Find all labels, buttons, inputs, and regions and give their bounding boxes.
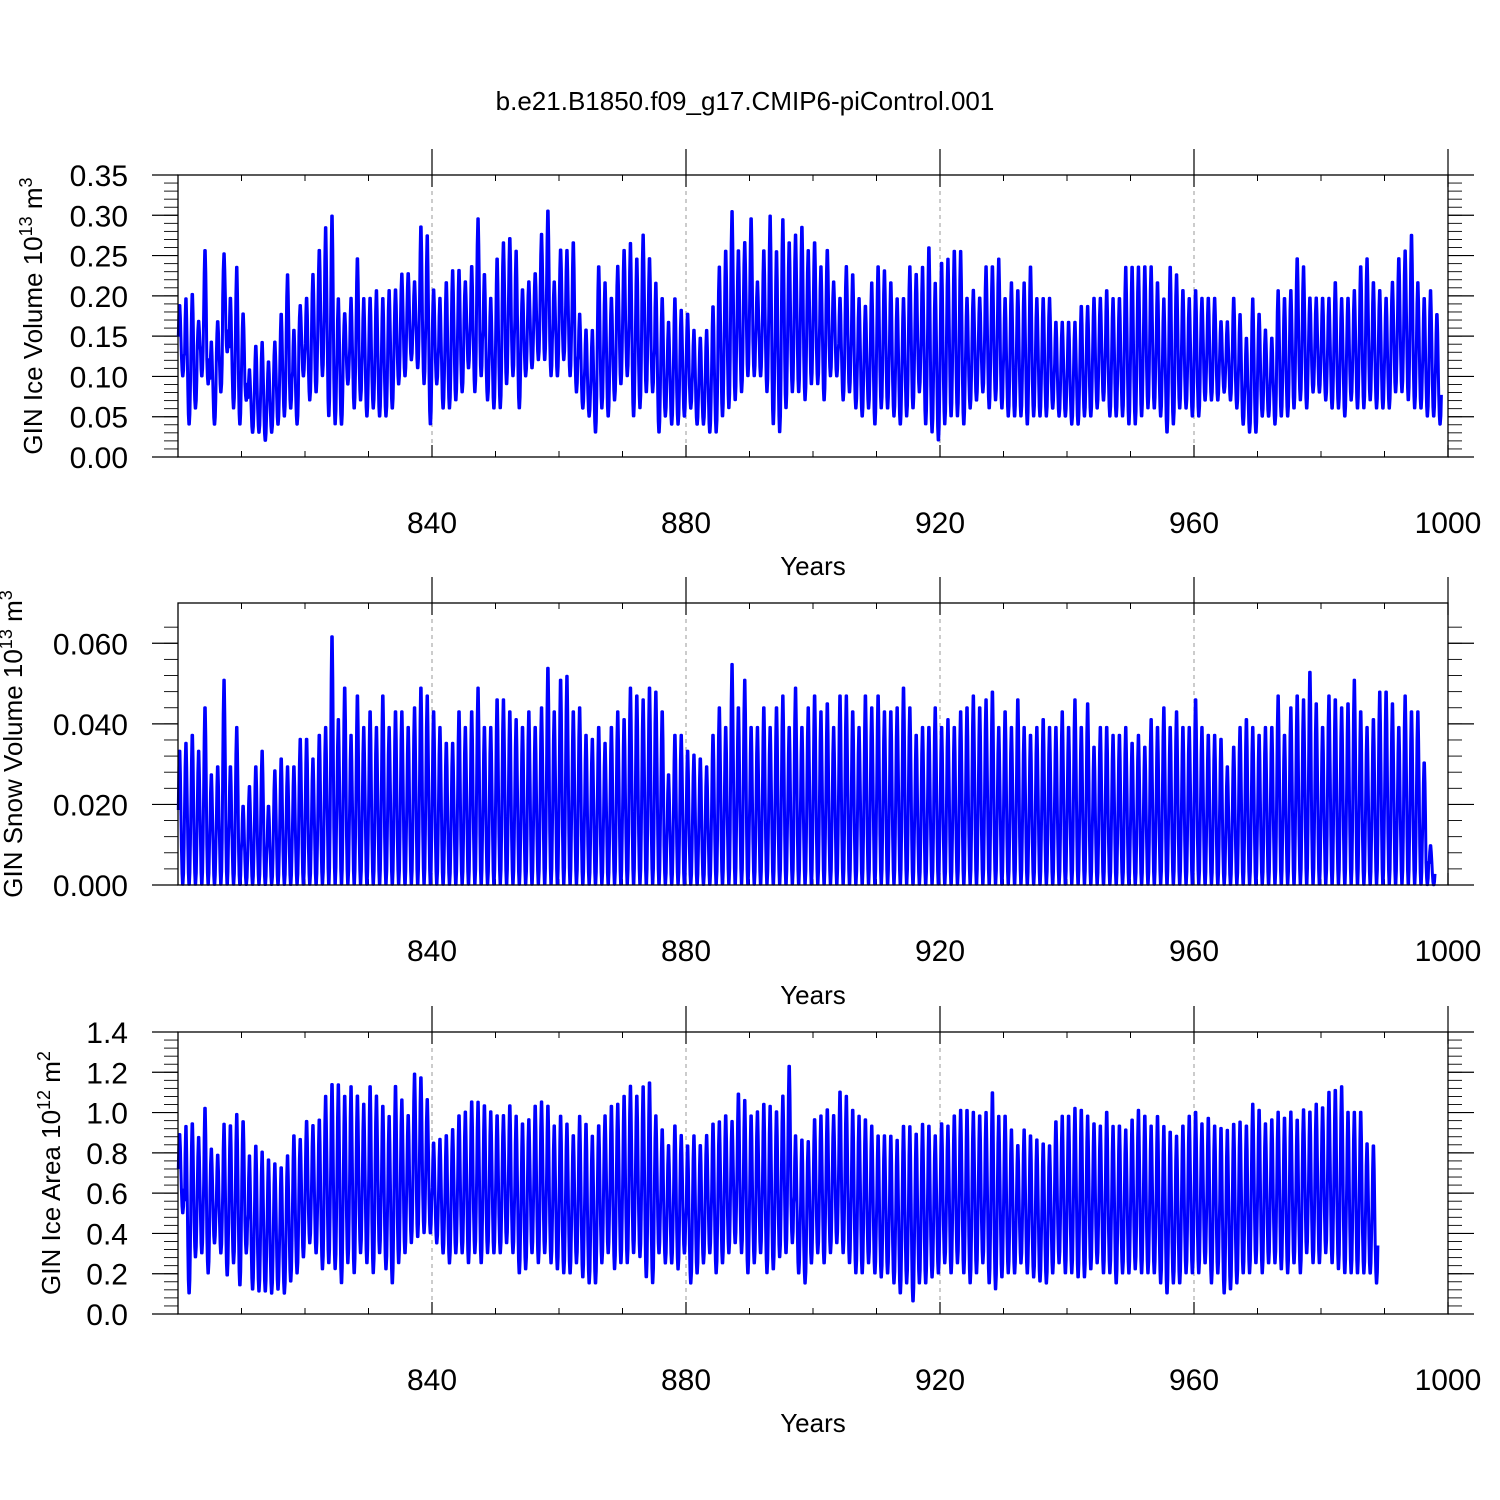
y-tick-label: 1.2 bbox=[86, 1057, 128, 1090]
x-axis-title: Years bbox=[780, 980, 846, 1010]
plot-frame bbox=[177, 1031, 1449, 1315]
y-axis-title: GIN Snow Volume 1013 m3 bbox=[0, 590, 28, 898]
y-tick-label: 0.0 bbox=[86, 1299, 128, 1332]
y-tick-label: 0.000 bbox=[53, 870, 128, 903]
y-axis-ticks: 0.000 0.020 0.040 0.060 bbox=[53, 628, 1474, 903]
x-tick-label: 960 bbox=[1169, 935, 1219, 968]
x-tick-label: 1000 bbox=[1415, 507, 1482, 540]
x-tick-label: 960 bbox=[1169, 507, 1219, 540]
y-tick-label: 0.6 bbox=[86, 1178, 128, 1211]
x-tick-label: 840 bbox=[407, 507, 457, 540]
y-axis-title-unit: m bbox=[0, 600, 28, 629]
plot-frame bbox=[177, 602, 1449, 886]
y-tick-label: 0.05 bbox=[70, 402, 128, 435]
y-tick-label: 0.060 bbox=[53, 628, 128, 661]
series-line bbox=[176, 209, 1443, 442]
series-line bbox=[176, 635, 1437, 887]
x-axis-ticks: 840 880 920 960 1000 bbox=[407, 577, 1481, 968]
y-axis-title-unit: m bbox=[36, 1061, 66, 1090]
x-axis-title: Years bbox=[780, 1408, 846, 1438]
y-tick-label: 1.4 bbox=[86, 1017, 128, 1050]
y-tick-label: 0.8 bbox=[86, 1138, 128, 1171]
y-tick-label: 0.35 bbox=[70, 160, 128, 193]
y-axis-title-text: GIN Snow Volume 10 bbox=[0, 649, 28, 898]
x-tick-label: 960 bbox=[1169, 1364, 1219, 1397]
y-tick-label: 0.040 bbox=[53, 709, 128, 742]
panel-snow-volume: 0.000 0.020 0.040 0.060 840 880 920 960 1000 Ye… bbox=[0, 577, 1481, 1010]
y-axis-title: GIN Ice Volume 1013 m3 bbox=[16, 177, 48, 454]
y-tick-label: 0.00 bbox=[70, 442, 128, 475]
y-tick-label: 0.4 bbox=[86, 1218, 128, 1251]
y-axis-title-unit-exponent: 3 bbox=[0, 590, 16, 600]
plot-frame bbox=[177, 174, 1449, 458]
y-tick-label: 1.0 bbox=[86, 1098, 128, 1131]
y-axis-ticks: 0.00 0.05 0.10 0.15 0.20 0.25 0.30 0.35 bbox=[70, 160, 1474, 475]
x-tick-label: 920 bbox=[915, 1364, 965, 1397]
x-tick-label: 840 bbox=[407, 935, 457, 968]
y-tick-label: 0.15 bbox=[70, 321, 128, 354]
y-tick-label: 0.30 bbox=[70, 200, 128, 233]
y-tick-label: 0.2 bbox=[86, 1259, 128, 1292]
x-axis-title: Years bbox=[780, 551, 846, 581]
x-tick-label: 920 bbox=[915, 507, 965, 540]
x-axis-ticks: 840 880 920 960 1000 bbox=[407, 149, 1481, 540]
x-tick-label: 840 bbox=[407, 1364, 457, 1397]
figure-title: b.e21.B1850.f09_g17.CMIP6-piControl.001 bbox=[496, 86, 995, 116]
minor-ticks bbox=[164, 603, 1462, 885]
y-axis-title-unit-exponent: 2 bbox=[34, 1051, 54, 1061]
y-axis-title: GIN Ice Area 1012 m2 bbox=[34, 1051, 66, 1295]
y-axis-title-text: GIN Ice Area 10 bbox=[36, 1110, 66, 1295]
y-axis-ticks: 0.0 0.2 0.4 0.6 0.8 1.0 1.2 1.4 bbox=[86, 1017, 1474, 1332]
panel-ice-volume: 0.00 0.05 0.10 0.15 0.20 0.25 0.30 0.35 840 880 9… bbox=[16, 149, 1481, 581]
y-tick-label: 0.20 bbox=[70, 281, 128, 314]
x-tick-label: 920 bbox=[915, 935, 965, 968]
y-axis-title-unit-exponent: 3 bbox=[16, 177, 36, 187]
x-axis-ticks: 840 880 920 960 1000 bbox=[407, 1006, 1481, 1397]
y-axis-title-exponent: 13 bbox=[0, 629, 16, 649]
y-axis-title-unit: m bbox=[18, 187, 48, 216]
y-axis-title-exponent: 13 bbox=[16, 216, 36, 236]
series-line bbox=[176, 1064, 1380, 1303]
x-tick-label: 880 bbox=[661, 1364, 711, 1397]
y-tick-label: 0.25 bbox=[70, 241, 128, 274]
x-tick-label: 1000 bbox=[1415, 1364, 1482, 1397]
y-tick-label: 0.020 bbox=[53, 789, 128, 822]
x-tick-label: 880 bbox=[661, 935, 711, 968]
y-tick-label: 0.10 bbox=[70, 361, 128, 394]
x-tick-label: 880 bbox=[661, 507, 711, 540]
y-axis-title-exponent: 12 bbox=[34, 1090, 54, 1110]
panel-ice-area: 0.0 0.2 0.4 0.6 0.8 1.0 1.2 1.4 840 880 920 960 100… bbox=[34, 1006, 1481, 1438]
y-axis-title-text: GIN Ice Volume 10 bbox=[18, 236, 48, 454]
x-tick-label: 1000 bbox=[1415, 935, 1482, 968]
